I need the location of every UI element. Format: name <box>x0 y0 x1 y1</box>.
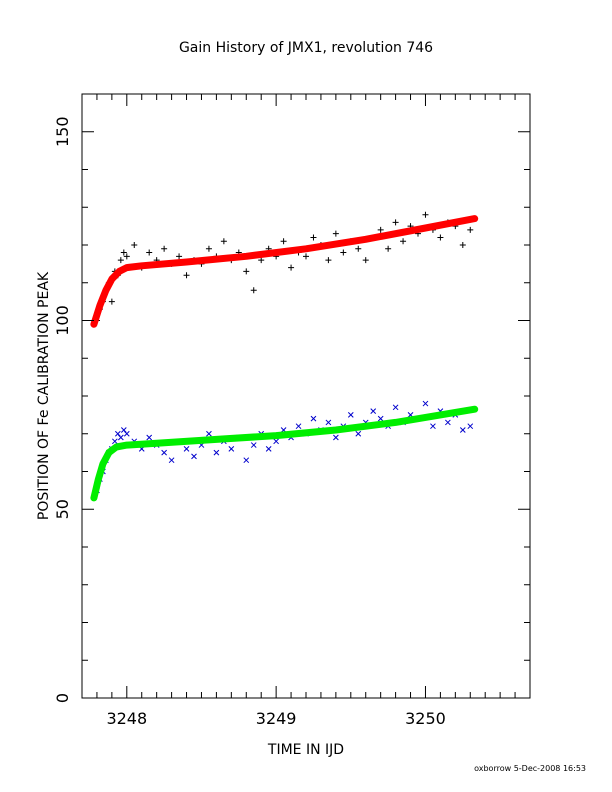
data-point-s0-31 <box>280 238 287 245</box>
data-point-s2-55 <box>459 427 466 433</box>
data-point-s2-22 <box>213 449 220 456</box>
data-point-s0-39 <box>340 249 347 256</box>
data-point-s0-41 <box>355 245 362 252</box>
data-point-s0-35 <box>310 234 317 241</box>
data-point-s2-15 <box>161 449 167 456</box>
data-point-s2-9 <box>120 427 127 433</box>
x-tick-label-3248: 3248 <box>106 709 147 728</box>
data-point-s0-23 <box>220 238 227 245</box>
x-tick-label-3249: 3249 <box>256 709 297 728</box>
x-axis-label: TIME IN IJD <box>267 742 344 758</box>
y-axis-label: POSITION OF Fe CALIBRATION PEAK <box>36 271 52 520</box>
data-point-s0-46 <box>392 219 399 226</box>
data-point-s2-30 <box>273 438 279 445</box>
data-point-s2-40 <box>347 412 354 418</box>
data-point-s0-37 <box>325 257 332 264</box>
data-point-s0-52 <box>437 234 444 241</box>
data-point-s0-13 <box>146 249 153 256</box>
data-point-s2-44 <box>377 415 384 422</box>
data-point-s0-5 <box>108 298 115 305</box>
fit-line-1 <box>90 215 479 328</box>
data-point-s0-21 <box>205 245 212 252</box>
data-point-s0-11 <box>131 242 138 248</box>
data-point-s0-34 <box>303 253 309 260</box>
data-point-s0-47 <box>400 238 407 245</box>
data-point-s2-37 <box>325 419 332 426</box>
data-point-s2-27 <box>250 442 257 448</box>
fit-line-3 <box>90 405 479 502</box>
data-point-s2-56 <box>467 423 474 430</box>
footer-stamp: oxborrow 5-Dec-2008 16:53 <box>474 764 586 773</box>
data-point-s2-19 <box>191 453 197 460</box>
data-point-s0-38 <box>332 230 339 237</box>
data-point-s0-56 <box>467 226 474 233</box>
data-point-s2-10 <box>123 430 130 437</box>
y-tick-label-0: 0 <box>53 693 72 703</box>
data-point-s2-50 <box>422 400 429 407</box>
data-point-s2-46 <box>392 404 399 411</box>
data-point-s0-28 <box>258 257 265 264</box>
data-point-s2-21 <box>206 430 212 437</box>
data-point-s2-35 <box>310 415 317 422</box>
data-point-s2-6 <box>111 438 118 445</box>
data-point-s2-29 <box>265 445 272 452</box>
data-point-s2-38 <box>333 434 339 441</box>
data-point-s0-10 <box>123 253 130 260</box>
data-point-s2-13 <box>146 434 153 441</box>
y-tick-label-100: 100 <box>53 305 72 336</box>
data-point-s2-8 <box>117 434 124 441</box>
data-point-s2-7 <box>114 430 121 437</box>
data-point-s0-17 <box>176 253 183 260</box>
x-tick-label-3250: 3250 <box>405 709 446 728</box>
data-point-s2-51 <box>430 423 436 430</box>
data-point-s0-45 <box>385 245 392 252</box>
plot-frame <box>81 93 531 699</box>
chart-title: Gain History of JMX1, revolution 746 <box>179 40 433 56</box>
y-tick-label-150: 150 <box>53 116 72 147</box>
data-point-s2-33 <box>295 423 302 430</box>
data-point-s2-18 <box>183 445 190 452</box>
data-point-s2-41 <box>355 430 362 437</box>
data-point-s0-55 <box>459 242 466 248</box>
data-point-s0-32 <box>288 264 295 271</box>
data-point-s0-42 <box>362 257 369 264</box>
data-point-s0-44 <box>377 226 384 233</box>
data-point-s0-27 <box>250 287 257 294</box>
data-point-s0-18 <box>183 272 190 279</box>
data-point-s0-26 <box>243 268 250 275</box>
data-point-s2-24 <box>228 445 235 452</box>
data-layer <box>90 211 479 502</box>
data-point-s0-50 <box>422 211 429 218</box>
data-point-s2-26 <box>243 457 250 464</box>
data-point-s0-9 <box>120 249 127 256</box>
data-point-s2-53 <box>445 419 451 426</box>
ticks-layer: 0 50 100 150 3248 3249 3250 <box>53 93 531 728</box>
data-point-s2-16 <box>168 457 175 464</box>
data-point-s2-43 <box>370 408 377 414</box>
data-point-s0-8 <box>117 257 124 264</box>
y-tick-label-50: 50 <box>53 499 72 519</box>
data-point-s0-15 <box>161 245 168 252</box>
